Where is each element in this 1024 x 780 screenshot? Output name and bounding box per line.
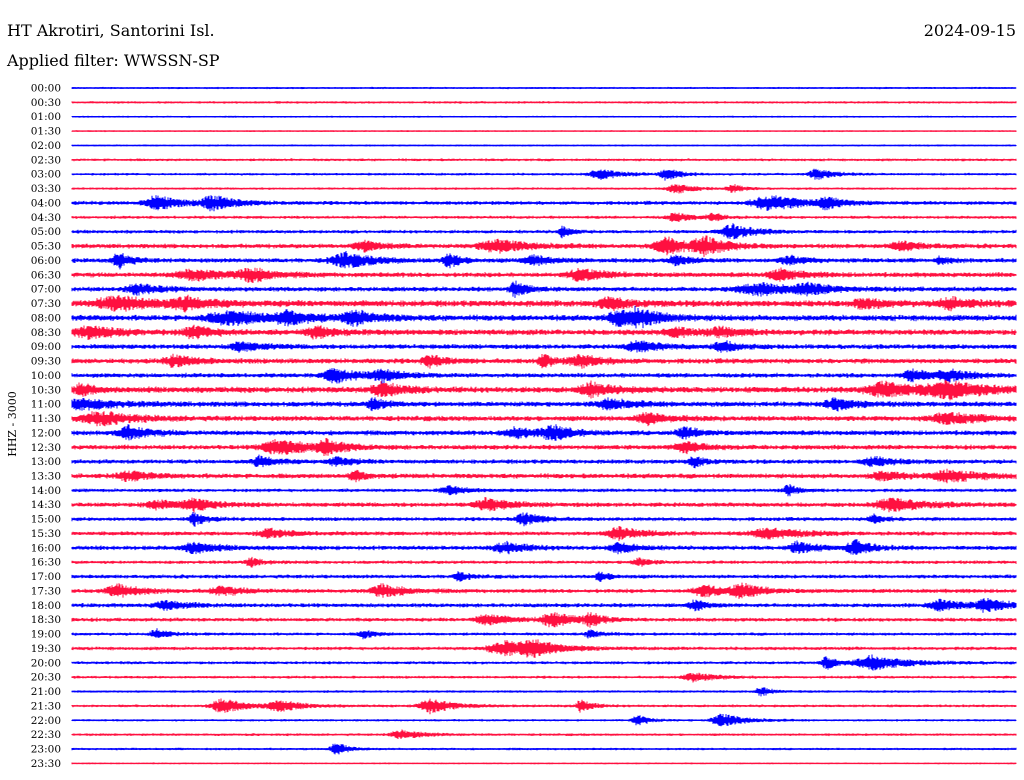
time-label: 03:00 [31, 169, 61, 181]
time-label: 05:00 [31, 226, 61, 238]
time-label: 12:00 [31, 427, 61, 439]
time-label: 07:00 [31, 284, 61, 296]
time-label: 16:00 [31, 542, 61, 554]
time-label: 14:30 [31, 499, 61, 511]
time-labels: 00:00 00:30 01:00 01:30 02:00 02:30 03:00 03:30… [31, 83, 61, 770]
time-label: 15:00 [31, 514, 61, 526]
time-label: 06:30 [31, 269, 61, 281]
time-label: 15:30 [31, 528, 61, 540]
time-label: 05:30 [31, 241, 61, 253]
time-label: 20:30 [31, 672, 61, 684]
time-label: 18:30 [31, 614, 61, 626]
time-label: 06:00 [31, 255, 61, 267]
time-label: 13:00 [31, 456, 61, 468]
time-label: 00:00 [31, 83, 61, 95]
time-label: 00:30 [31, 97, 61, 109]
time-label: 04:30 [31, 212, 61, 224]
time-label: 01:00 [31, 111, 61, 123]
filter-label: Applied filter: WWSSN-SP [6, 51, 220, 70]
time-label: 23:00 [31, 744, 61, 756]
time-label: 12:30 [31, 442, 61, 454]
time-label: 08:00 [31, 312, 61, 324]
time-label: 17:00 [31, 571, 61, 583]
time-label: 11:00 [31, 399, 61, 411]
time-label: 16:30 [31, 557, 61, 569]
time-label: 17:30 [31, 586, 61, 598]
time-label: 13:30 [31, 471, 61, 483]
time-label: 10:00 [31, 370, 61, 382]
time-label: 14:00 [31, 485, 61, 497]
date-label: 2024-09-15 [924, 21, 1016, 40]
time-label: 21:00 [31, 686, 61, 698]
time-label: 11:30 [31, 413, 61, 425]
time-label: 22:00 [31, 715, 61, 727]
time-label: 01:30 [31, 126, 61, 138]
trace-row [71, 305, 1017, 329]
time-label: 08:30 [31, 327, 61, 339]
time-label: 09:30 [31, 356, 61, 368]
time-label: 19:30 [31, 643, 61, 655]
station-title: HT Akrotiri, Santorini Isl. [7, 21, 215, 40]
time-label: 23:30 [31, 758, 61, 770]
time-label: 19:00 [31, 629, 61, 641]
time-label: 18:00 [31, 600, 61, 612]
time-label: 20:00 [31, 657, 61, 669]
time-label: 21:30 [31, 700, 61, 712]
time-label: 02:00 [31, 140, 61, 152]
time-label: 02:30 [31, 154, 61, 166]
seismic-traces [71, 86, 1017, 765]
time-label: 09:00 [31, 341, 61, 353]
channel-label: HHZ - 3000 [6, 391, 19, 457]
time-label: 03:30 [31, 183, 61, 195]
time-label: 10:30 [31, 384, 61, 396]
time-label: 22:30 [31, 729, 61, 741]
time-label: 04:00 [31, 198, 61, 210]
time-label: 07:30 [31, 298, 61, 310]
